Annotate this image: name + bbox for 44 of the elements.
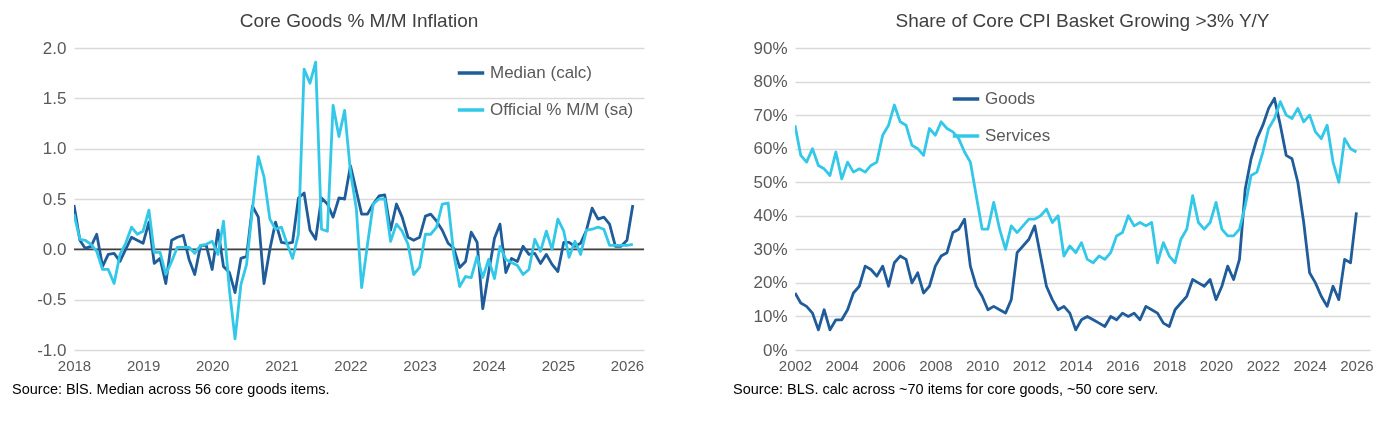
source-note: Source: BLS. calc across ~70 items for core goods, ~50 core serv. <box>733 381 1159 397</box>
x-tick-label: 2014 <box>1059 356 1093 374</box>
x-tick-label: 2022 <box>1246 356 1281 374</box>
y-tick-label: 70% <box>753 105 788 125</box>
y-tick-label: 0.0 <box>42 239 67 259</box>
chart-title: Share of Core CPI Basket Growing >3% Y/Y <box>895 10 1270 31</box>
legend-label: Official % M/M (sa) <box>490 100 634 119</box>
x-tick-label: 2022 <box>334 356 368 374</box>
y-tick-label: 10% <box>753 306 788 326</box>
x-tick-label: 2012 <box>1012 356 1047 374</box>
x-tick-label: 2010 <box>965 356 1000 374</box>
y-tick-label: 2.0 <box>42 38 67 58</box>
x-tick-label: 2020 <box>1199 356 1234 374</box>
x-tick-label: 2018 <box>1153 356 1187 374</box>
y-tick-label: -0.5 <box>37 290 67 310</box>
x-tick-label: 2024 <box>472 356 506 374</box>
y-tick-label: 1.0 <box>42 139 67 159</box>
x-tick-label: 2021 <box>265 356 299 374</box>
x-tick-label: 2025 <box>541 356 576 374</box>
x-tick-label: 2006 <box>872 356 906 374</box>
y-tick-label: 0.5 <box>42 189 67 209</box>
y-tick-label: 1.5 <box>42 88 67 108</box>
y-tick-label: 90% <box>753 38 788 58</box>
x-tick-label: 2004 <box>825 356 859 374</box>
y-tick-label: 20% <box>753 273 788 293</box>
x-tick-label: 2024 <box>1293 356 1327 374</box>
y-tick-label: 80% <box>753 72 788 92</box>
legend-label: Goods <box>985 89 1036 108</box>
y-tick-label: 30% <box>753 239 788 259</box>
x-tick-label: 2026 <box>610 356 645 374</box>
line-series <box>74 60 635 341</box>
source-note: Source: BlS. Median across 56 core goods items. <box>12 381 330 397</box>
y-tick-label: 60% <box>753 139 788 159</box>
legend-label: Median (calc) <box>490 63 593 82</box>
x-tick-label: 2026 <box>1340 356 1374 374</box>
y-tick-label: 40% <box>753 206 788 226</box>
x-tick-label: 2008 <box>919 356 953 374</box>
x-tick-label: 2023 <box>403 356 437 374</box>
x-tick-label: 2016 <box>1106 356 1140 374</box>
x-tick-label: 2019 <box>126 356 161 374</box>
x-tick-label: 2020 <box>195 356 230 374</box>
legend-label: Services <box>985 126 1051 145</box>
y-tick-label: 50% <box>753 172 788 192</box>
chart-title: Core Goods % M/M Inflation <box>239 10 479 31</box>
